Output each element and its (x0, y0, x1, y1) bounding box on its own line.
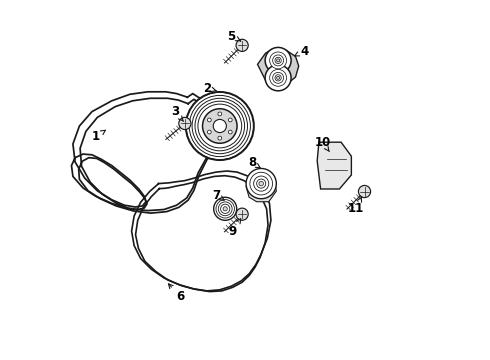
Text: 5: 5 (227, 30, 241, 42)
Text: 2: 2 (203, 82, 217, 95)
Polygon shape (317, 142, 351, 189)
Circle shape (259, 181, 264, 186)
Text: 4: 4 (294, 45, 309, 58)
Circle shape (275, 57, 281, 63)
Circle shape (276, 59, 280, 62)
Circle shape (265, 48, 291, 73)
Circle shape (186, 92, 254, 160)
Circle shape (257, 179, 266, 188)
Circle shape (218, 112, 221, 116)
Circle shape (179, 117, 191, 130)
Circle shape (250, 172, 272, 195)
Circle shape (223, 207, 227, 211)
Text: 7: 7 (212, 189, 224, 202)
Circle shape (272, 72, 284, 83)
Circle shape (236, 39, 248, 51)
Circle shape (272, 55, 284, 66)
Circle shape (213, 120, 226, 132)
Circle shape (276, 76, 280, 80)
Circle shape (228, 118, 232, 122)
Text: 6: 6 (169, 284, 184, 303)
Circle shape (202, 109, 237, 143)
Circle shape (207, 118, 211, 122)
Polygon shape (246, 176, 276, 202)
Circle shape (214, 197, 237, 220)
Circle shape (218, 202, 232, 216)
Polygon shape (258, 49, 299, 86)
Text: 9: 9 (228, 219, 241, 238)
Circle shape (246, 168, 276, 199)
Circle shape (228, 130, 232, 134)
Circle shape (218, 136, 221, 140)
Circle shape (270, 52, 287, 69)
Circle shape (254, 176, 269, 191)
Text: 10: 10 (314, 136, 331, 152)
Circle shape (270, 69, 287, 86)
Circle shape (359, 185, 370, 198)
Text: 3: 3 (171, 105, 184, 121)
Circle shape (265, 65, 291, 91)
Circle shape (236, 208, 248, 220)
Text: 1: 1 (92, 130, 105, 143)
Text: 11: 11 (348, 197, 364, 215)
Circle shape (275, 75, 281, 81)
Circle shape (216, 199, 234, 218)
Circle shape (220, 204, 230, 213)
Text: 8: 8 (248, 156, 260, 169)
Circle shape (207, 130, 211, 134)
